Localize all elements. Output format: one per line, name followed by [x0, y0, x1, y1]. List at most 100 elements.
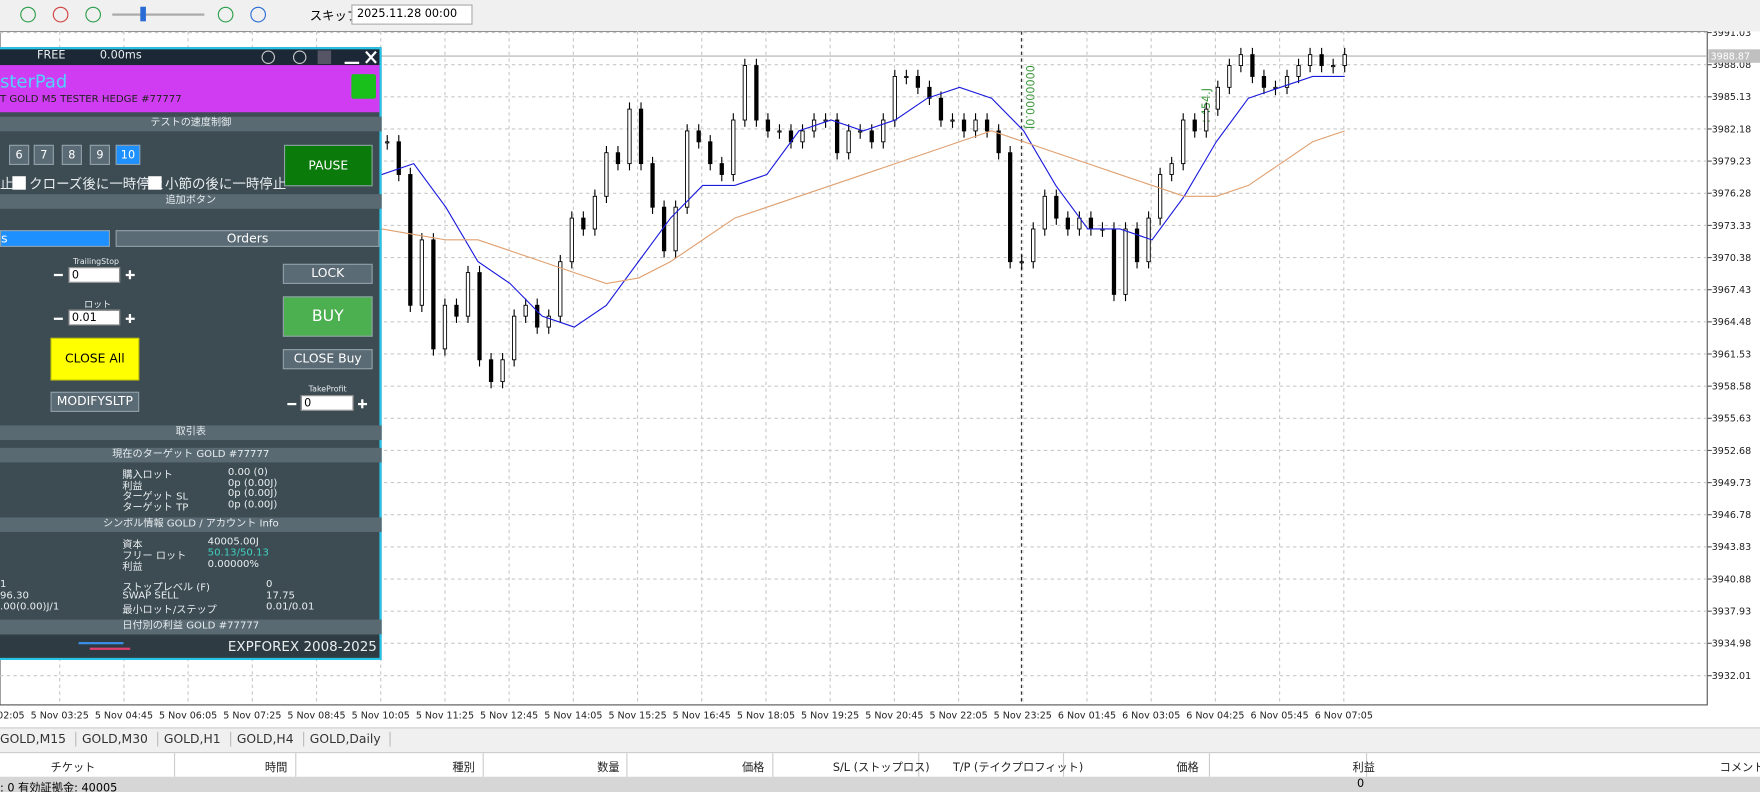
lot-input[interactable]: 0.01 [68, 309, 121, 326]
candle [523, 304, 528, 317]
section-title: シンボル情報 GOLD / アカウント Info [102, 518, 279, 530]
plus-button[interactable] [361, 399, 364, 409]
pause-button[interactable]: PAUSE [283, 144, 373, 187]
speed-slider[interactable] [112, 13, 205, 16]
chart-tab[interactable]: GOLD,H1 [164, 731, 231, 747]
column-header[interactable]: 価格 [1176, 762, 1199, 775]
column-header[interactable]: チケット [50, 762, 96, 775]
column-header[interactable]: 種別 [452, 762, 475, 775]
checkbox[interactable] [12, 176, 26, 190]
section-header[interactable]: 現在のターゲット GOLD #77777 [0, 447, 382, 463]
settings-icon[interactable] [317, 50, 332, 64]
candle [1088, 217, 1094, 230]
button-label: BUY [311, 307, 344, 326]
speed-button[interactable]: 10 [115, 144, 141, 166]
chart-tab[interactable]: GOLD,Daily [310, 731, 391, 747]
tp-input[interactable]: 0 [300, 395, 354, 411]
candle [892, 75, 897, 121]
column-header[interactable]: T/P (テイクプロフィット) [952, 762, 1084, 775]
minus-button[interactable] [287, 402, 297, 405]
section-header[interactable]: 取引表 [0, 425, 382, 441]
column-header[interactable]: 数量 [597, 762, 620, 775]
section-header[interactable]: 日付別の利益 GOLD #77777 [0, 619, 382, 635]
plus-button[interactable] [129, 270, 132, 280]
logo [78, 642, 124, 645]
buy-button[interactable]: BUY [282, 296, 373, 337]
candle [765, 119, 771, 132]
section-title: 日付別の利益 GOLD #77777 [122, 620, 260, 632]
info-value: 0.00000% [207, 558, 260, 571]
modify-button[interactable]: MODIFYSLTP [50, 391, 140, 412]
column-header[interactable]: コメント [1719, 762, 1760, 775]
tab[interactable]: Orders [115, 230, 380, 247]
speed-button[interactable]: 7 [33, 144, 54, 166]
column-separator [295, 753, 297, 777]
x-tick-label: 6 Nov 07:05 [1315, 710, 1373, 721]
candle [846, 130, 851, 154]
candle [927, 86, 932, 99]
candle [1042, 195, 1047, 230]
candle [1296, 65, 1301, 77]
help-icon[interactable] [292, 50, 307, 64]
candle [1008, 152, 1013, 263]
candle [1250, 54, 1255, 77]
column-header[interactable]: 時間 [264, 762, 288, 775]
status-text: FREE [37, 49, 66, 62]
column-header[interactable]: 利益 [1352, 762, 1376, 775]
input-value: 0 [304, 397, 312, 410]
end-button[interactable] [250, 6, 267, 23]
speed-button[interactable]: 9 [89, 144, 111, 166]
minus-button[interactable] [53, 273, 63, 276]
play-button[interactable] [20, 6, 36, 23]
skip-label[interactable]: スキップ [309, 8, 360, 24]
section-header[interactable]: シンボル情報 GOLD / アカウント Info [0, 517, 382, 533]
info-icon[interactable] [261, 50, 276, 64]
candle [385, 141, 390, 144]
minus-button[interactable] [53, 317, 63, 320]
chart-tab[interactable]: GOLD,M30 [82, 731, 159, 747]
candle [1342, 54, 1347, 66]
candle [1215, 86, 1220, 110]
section-title: 取引表 [175, 426, 206, 438]
candle [1019, 261, 1024, 264]
info-value: 1 [0, 579, 7, 591]
candle [1054, 195, 1059, 219]
minimize-button[interactable] [344, 51, 360, 64]
brand: EXPFOREX 2008-2025 [227, 638, 377, 655]
column-header[interactable]: 価格 [741, 762, 765, 775]
price-label: 3988.87 [1711, 51, 1750, 62]
chart-tab[interactable]: GOLD,M15 [0, 731, 77, 747]
date-picker[interactable]: 2025.11.28 00:00 [351, 4, 473, 25]
speed-button[interactable]: 8 [61, 144, 82, 166]
plus-button[interactable] [129, 314, 132, 323]
y-tick-label: 3937.93 [1712, 607, 1751, 618]
close-button[interactable] [364, 50, 379, 64]
slider-thumb[interactable] [140, 6, 146, 22]
forward-button[interactable] [217, 6, 234, 23]
section-header[interactable]: テストの速度制御 [0, 116, 382, 132]
candle [650, 163, 655, 208]
candle [754, 65, 759, 121]
y-tick-label: 3970.38 [1712, 253, 1751, 264]
lock-button[interactable]: LOCK [282, 263, 373, 284]
candle [904, 75, 909, 79]
chart-tab[interactable]: GOLD,H4 [237, 731, 304, 747]
candle [1238, 54, 1244, 66]
rewind-button[interactable] [85, 6, 102, 23]
close-all-button[interactable]: CLOSE All [50, 337, 140, 381]
stop-button[interactable] [52, 6, 69, 23]
close-buy-button[interactable]: CLOSE Buy [282, 349, 373, 370]
trailing-input[interactable]: 0 [68, 267, 121, 283]
y-tick-label: 3988.08 [1712, 60, 1751, 71]
section-header[interactable]: 追加ボタン [0, 194, 382, 209]
info-value: 17.75 [266, 590, 295, 602]
x-tick-label: 5 Nov 23:25 [994, 710, 1052, 721]
tab[interactable]: s [0, 230, 111, 247]
y-tick-label: 3967.43 [1712, 285, 1751, 296]
candle [615, 152, 621, 165]
speed-button[interactable]: 6 [8, 144, 30, 166]
checkbox[interactable] [148, 176, 162, 190]
y-tick-label: 3934.98 [1712, 639, 1751, 650]
column-header[interactable]: S/L (ストップロス) [832, 762, 930, 775]
